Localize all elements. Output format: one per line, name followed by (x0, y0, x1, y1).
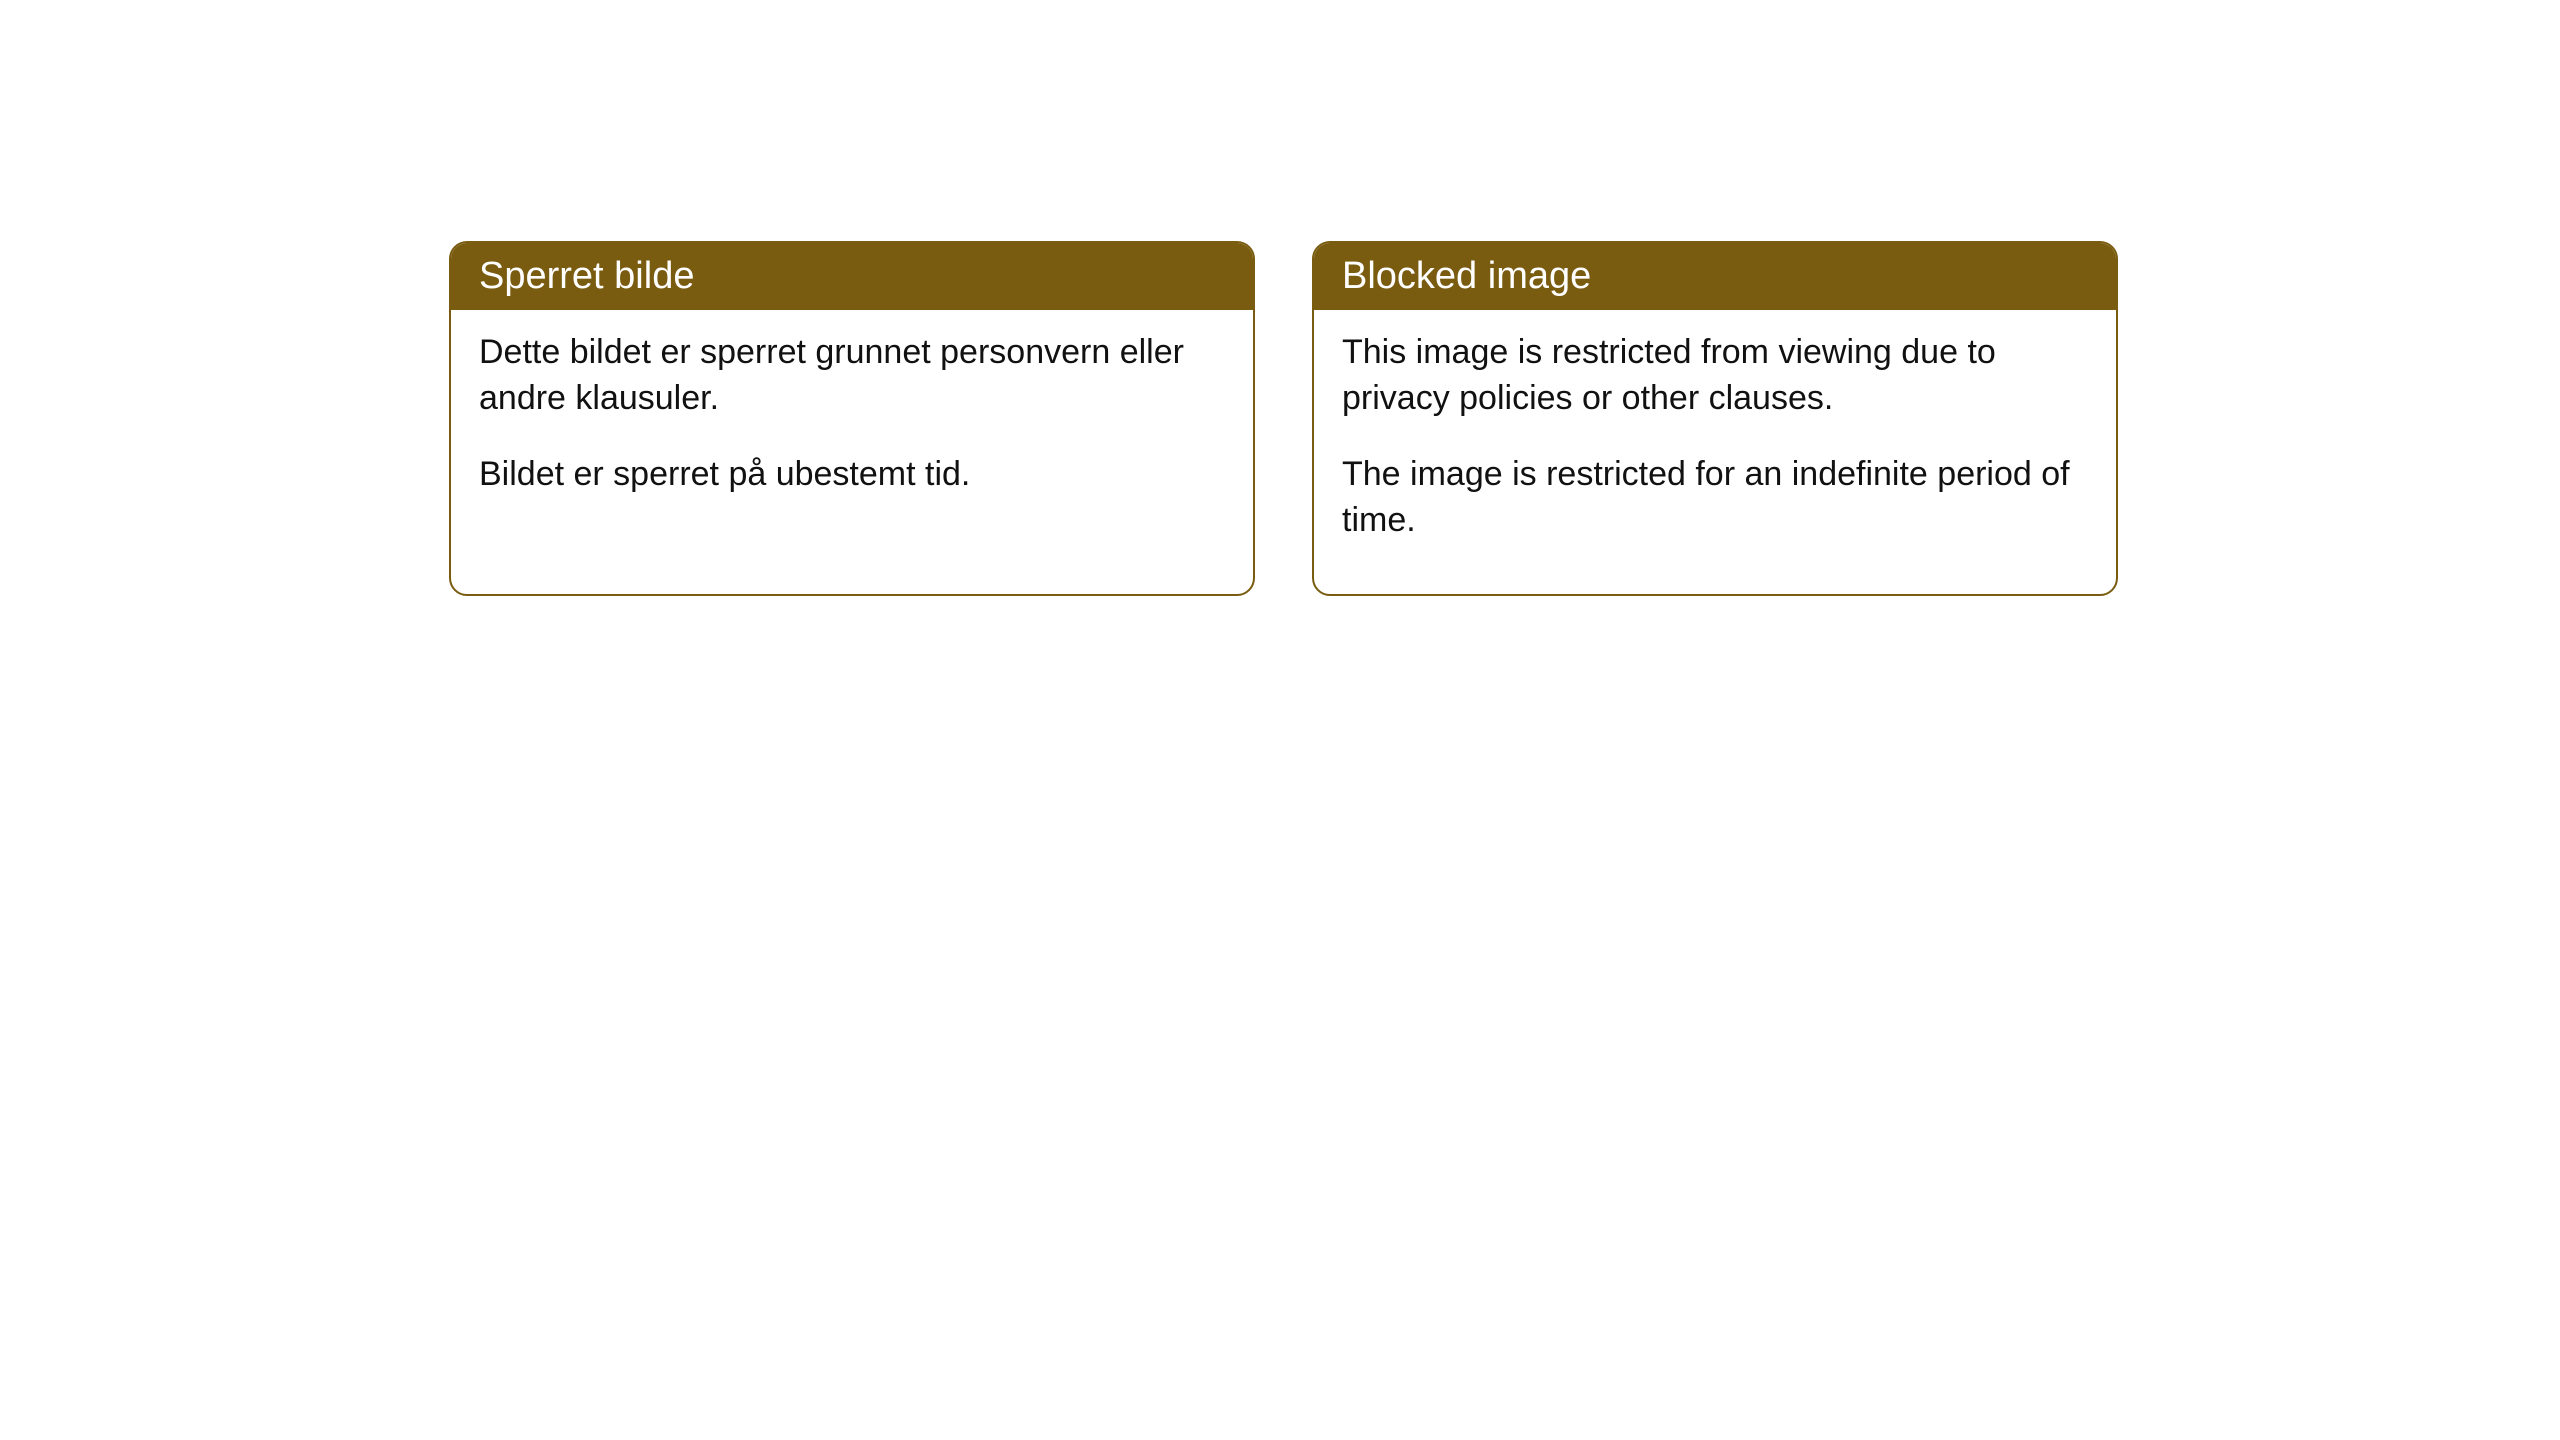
card-header: Sperret bilde (451, 243, 1253, 310)
card-paragraph-2: Bildet er sperret på ubestemt tid. (479, 452, 1225, 498)
card-paragraph-1: Dette bildet er sperret grunnet personve… (479, 330, 1225, 422)
card-title: Sperret bilde (479, 255, 694, 297)
card-paragraph-2: The image is restricted for an indefinit… (1342, 452, 2088, 544)
card-title: Blocked image (1342, 255, 1591, 297)
card-header: Blocked image (1314, 243, 2116, 310)
notice-card-container: Sperret bilde Dette bildet er sperret gr… (449, 241, 2118, 596)
card-body: This image is restricted from viewing du… (1314, 310, 2116, 594)
card-body: Dette bildet er sperret grunnet personve… (451, 310, 1253, 548)
card-paragraph-1: This image is restricted from viewing du… (1342, 330, 2088, 422)
notice-card-norwegian: Sperret bilde Dette bildet er sperret gr… (449, 241, 1255, 596)
notice-card-english: Blocked image This image is restricted f… (1312, 241, 2118, 596)
